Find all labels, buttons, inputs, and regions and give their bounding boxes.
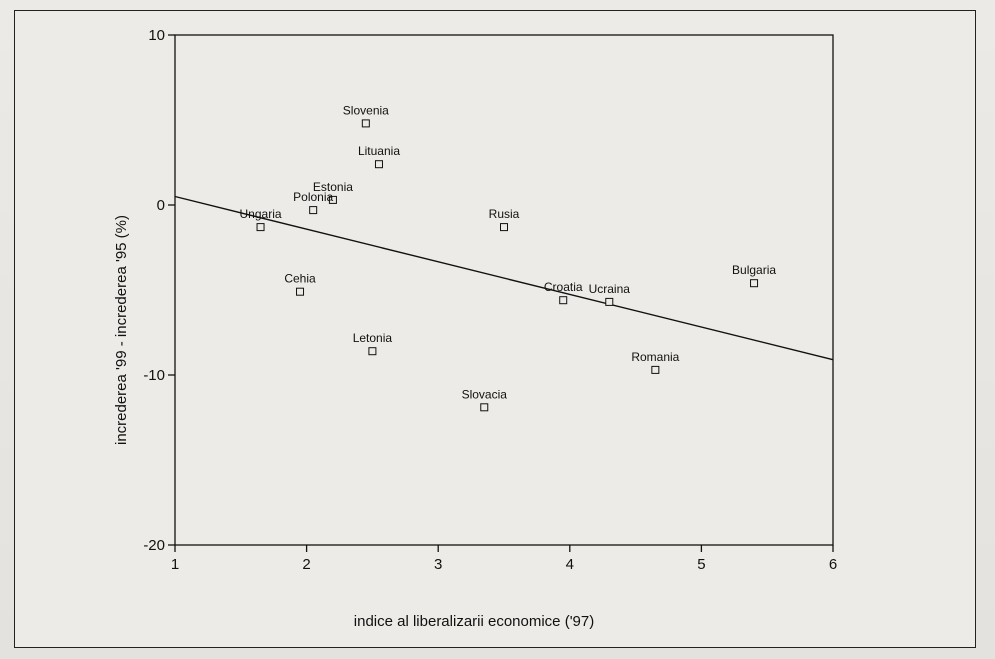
- data-point-label: Ucraina: [589, 282, 631, 296]
- data-point-marker: [256, 223, 265, 232]
- data-point-label: Rusia: [489, 207, 520, 221]
- y-tick-label: -10: [143, 367, 165, 384]
- x-tick-label: 6: [829, 556, 837, 573]
- data-point-label: Romania: [631, 350, 679, 364]
- data-point-label: Croatia: [544, 280, 583, 294]
- data-point-label: Lituania: [358, 144, 400, 158]
- plot-frame: [174, 34, 834, 546]
- data-point-marker: [368, 347, 377, 356]
- data-point-marker: [361, 119, 370, 128]
- data-point-marker: [605, 297, 614, 306]
- data-point-marker: [328, 195, 337, 204]
- figure-frame: [14, 10, 976, 648]
- regression-line: [174, 195, 834, 361]
- x-tick-label: 5: [697, 556, 705, 573]
- data-point-marker: [309, 206, 318, 215]
- data-point-marker: [296, 287, 305, 296]
- data-point-label: Slovenia: [343, 103, 389, 117]
- data-point-label: Polonia: [293, 190, 333, 204]
- data-point-label: Bulgaria: [732, 263, 776, 277]
- data-point-label: Estonia: [313, 180, 353, 194]
- y-axis-title: increderea '99 - increderea '95 (%): [113, 215, 130, 445]
- data-point-marker: [651, 365, 660, 374]
- data-point-marker: [500, 223, 508, 232]
- data-point-marker: [374, 160, 383, 169]
- y-tick-label: 10: [148, 27, 165, 44]
- data-point-marker: [750, 279, 759, 288]
- data-point-marker: [480, 403, 489, 412]
- x-tick-label: 1: [171, 556, 179, 573]
- data-point-label: Cehia: [284, 272, 316, 286]
- x-tick-label: 4: [566, 556, 574, 573]
- data-point-label: Letonia: [353, 331, 393, 345]
- y-tick-label: 0: [157, 197, 165, 214]
- data-point-label: Slovacia: [462, 387, 508, 401]
- plot-area: 1 2 3 4 5 6 10 0 -10 -20 Slovenia Lituania EstoniaPo…: [113, 27, 837, 630]
- x-tick-label: 3: [434, 556, 442, 573]
- data-point-label: Ungaria: [240, 207, 282, 221]
- data-point-marker: [559, 296, 568, 305]
- x-axis-title: indice al liberalizarii economice ('97): [354, 613, 594, 630]
- y-tick-label: -20: [143, 537, 165, 554]
- x-tick-label: 2: [302, 556, 310, 573]
